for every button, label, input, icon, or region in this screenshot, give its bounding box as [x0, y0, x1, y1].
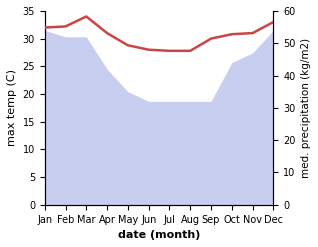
- X-axis label: date (month): date (month): [118, 230, 200, 240]
- Y-axis label: med. precipitation (kg/m2): med. precipitation (kg/m2): [301, 38, 311, 178]
- Y-axis label: max temp (C): max temp (C): [7, 69, 17, 146]
